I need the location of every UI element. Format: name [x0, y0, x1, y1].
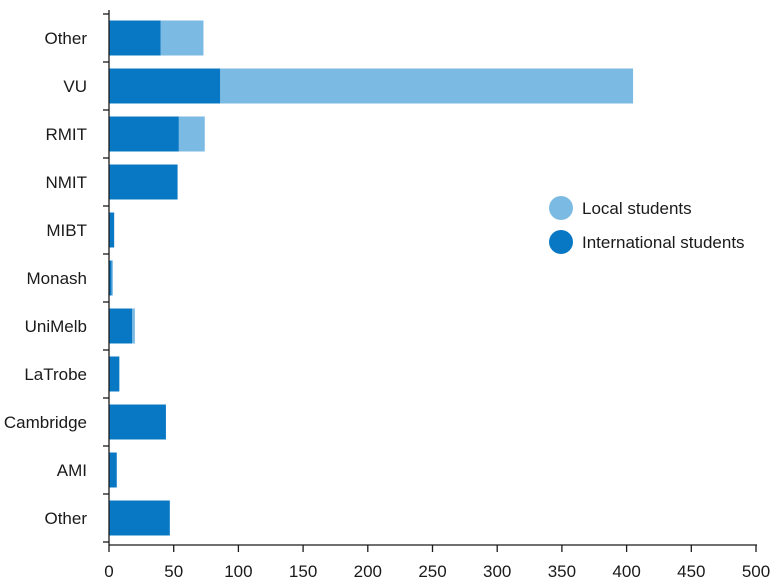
bar-international-0	[109, 20, 161, 56]
x-tick-label: 100	[224, 562, 252, 581]
category-label: Other	[44, 509, 87, 528]
bar-international-3	[109, 164, 178, 200]
x-tick-label: 0	[104, 562, 113, 581]
bar-international-10	[109, 500, 170, 536]
bar-local-2	[178, 116, 205, 152]
category-label: NMIT	[45, 173, 87, 192]
bar-international-2	[109, 116, 179, 152]
category-label: Other	[44, 29, 87, 48]
category-label: MIBT	[46, 221, 87, 240]
bar-international-6	[109, 308, 133, 344]
category-label: Cambridge	[4, 413, 87, 432]
bar-international-5	[109, 260, 112, 296]
category-label: VU	[63, 77, 87, 96]
x-tick-label: 350	[548, 562, 576, 581]
x-tick-label: 500	[742, 562, 770, 581]
legend-label: Local students	[582, 199, 692, 218]
bar-international-4	[109, 212, 115, 248]
x-tick-label: 50	[164, 562, 183, 581]
category-label: LaTrobe	[24, 365, 87, 384]
bars-group	[103, 13, 634, 543]
category-label: Monash	[27, 269, 87, 288]
x-tick-label: 250	[418, 562, 446, 581]
legend-swatch	[549, 196, 573, 220]
legend-label: International students	[582, 233, 745, 252]
bar-international-7	[109, 356, 120, 392]
x-tick-label: 450	[677, 562, 705, 581]
x-tick-label: 300	[483, 562, 511, 581]
x-tick-label: 150	[289, 562, 317, 581]
bar-local-1	[220, 68, 634, 104]
legend: Local students International students	[549, 196, 745, 254]
bar-local-0	[160, 20, 204, 56]
bar-international-9	[109, 452, 117, 488]
bar-international-1	[109, 68, 221, 104]
legend-swatch	[549, 230, 573, 254]
x-tick-label: 200	[354, 562, 382, 581]
x-axis-ticks: 0 50 100 150 200 250 300 350 400 450 500	[104, 545, 770, 581]
category-labels: Other VU RMIT NMIT MIBT Monash UniMelb LaTrobe C…	[4, 29, 87, 528]
bar-international-8	[109, 404, 166, 440]
category-label: RMIT	[45, 125, 87, 144]
category-label: UniMelb	[25, 317, 87, 336]
bar-local-6	[132, 308, 135, 344]
x-tick-label: 400	[612, 562, 640, 581]
category-label: AMI	[57, 461, 87, 480]
bar-local-5	[111, 260, 113, 296]
